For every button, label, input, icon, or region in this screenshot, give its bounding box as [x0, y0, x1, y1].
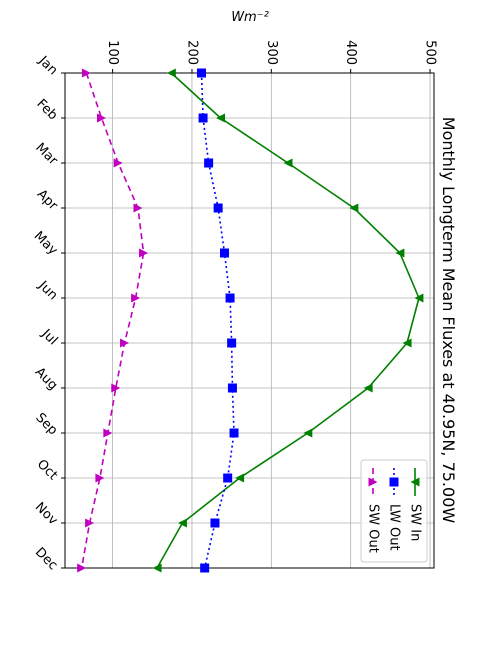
x-tick-label: Dec [32, 545, 60, 573]
x-tick-label: Apr [34, 187, 61, 214]
data-point [113, 158, 123, 168]
y-tick-label: 500 [423, 40, 438, 65]
y-tick-label: 200 [184, 40, 199, 65]
legend-label: SW Out [366, 504, 381, 553]
data-point [131, 293, 141, 303]
x-tick-label: May [31, 229, 61, 259]
x-tick-label: Feb [33, 96, 60, 123]
data-point [283, 158, 293, 168]
x-tick-label: Jun [35, 278, 61, 304]
data-point [227, 383, 237, 393]
data-point [395, 248, 405, 258]
data-point [95, 473, 105, 483]
data-point [196, 68, 206, 78]
y-tick-label: 100 [105, 40, 120, 65]
data-point [97, 113, 107, 123]
data-point [303, 428, 313, 438]
series-line [200, 72, 235, 569]
data-point [220, 248, 230, 258]
data-point [414, 293, 424, 303]
data-point [200, 563, 210, 573]
data-point [177, 518, 187, 528]
axes-frame [64, 72, 435, 569]
data-point [216, 113, 226, 123]
x-tick-label: Jul [38, 326, 60, 348]
series-line [156, 72, 420, 569]
data-point [229, 428, 239, 438]
data-point [85, 518, 95, 528]
data-point [103, 428, 113, 438]
data-point [363, 383, 373, 393]
legend-frame [360, 459, 428, 563]
data-point [152, 563, 162, 573]
x-tick-label: Oct [34, 457, 61, 484]
data-point [227, 338, 237, 348]
x-tick-label: Mar [32, 140, 60, 168]
data-point [349, 203, 359, 213]
legend-marker [389, 477, 399, 487]
x-tick-label: Jan [35, 53, 60, 78]
legend-marker [368, 477, 378, 487]
x-tick-label: Nov [32, 500, 61, 529]
y-tick-label: 400 [343, 40, 358, 65]
data-point [213, 203, 223, 213]
axis-label: Wm⁻² [231, 10, 269, 25]
chart-title: Monthly Longterm Mean Fluxes at 40.95N, … [439, 117, 458, 524]
data-point [235, 473, 245, 483]
data-point [402, 338, 412, 348]
legend-marker [410, 477, 420, 487]
data-point [210, 518, 220, 528]
data-point [204, 158, 214, 168]
legend-label: SW In [408, 504, 423, 541]
y-tick-label: 300 [264, 40, 279, 65]
data-point [223, 473, 233, 483]
data-point [198, 113, 208, 123]
legend-label: LW Out [387, 504, 402, 551]
data-point [77, 563, 87, 573]
data-point [225, 293, 235, 303]
data-point [139, 248, 149, 258]
data-point [120, 338, 130, 348]
x-tick-label: Sep [32, 410, 60, 438]
data-point [166, 68, 176, 78]
data-point [133, 203, 143, 213]
data-point [81, 68, 91, 78]
data-point [111, 383, 121, 393]
x-tick-label: Aug [32, 365, 61, 394]
legend: SW In LW Out SW Out [360, 459, 428, 563]
